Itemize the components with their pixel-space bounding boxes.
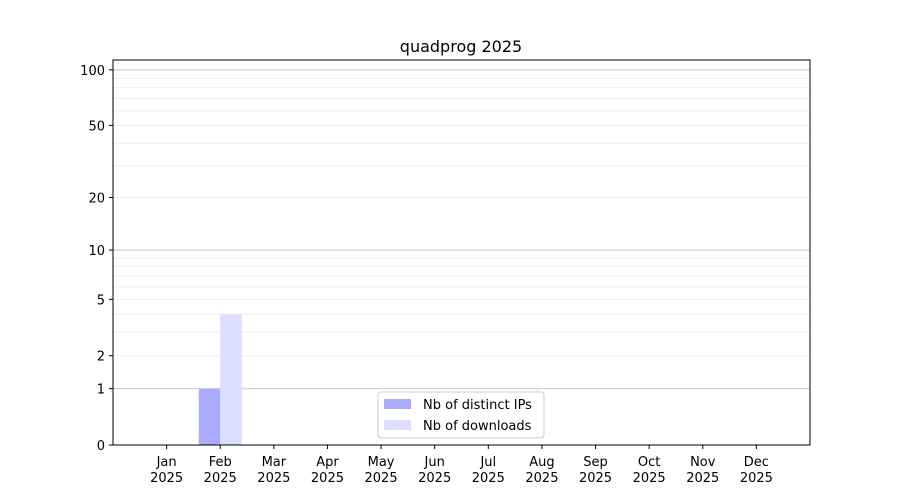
x-tick-label: Sep 2025	[579, 455, 612, 486]
x-tick-label: Feb 2025	[204, 455, 237, 486]
y-tick-label: 50	[88, 119, 105, 134]
y-axis: 0 1 2 5 10 20 50 100	[80, 64, 113, 454]
x-tick-label: Dec 2025	[740, 455, 773, 486]
x-tick-label: May 2025	[365, 455, 398, 486]
gridlines	[113, 69, 810, 390]
x-tick-label: Jan 2025	[150, 455, 183, 486]
bar-downloads	[220, 314, 242, 445]
y-tick-label: 2	[97, 350, 105, 365]
x-tick-label: Nov 2025	[686, 455, 719, 486]
legend-label: Nb of distinct IPs	[423, 398, 532, 413]
x-tick-label: Apr 2025	[311, 455, 344, 486]
y-tick-label: 5	[97, 293, 105, 308]
y-tick-label: 0	[97, 439, 105, 454]
legend-label: Nb of downloads	[423, 419, 532, 434]
chart-title: quadprog 2025	[400, 37, 522, 56]
y-tick-label: 20	[88, 192, 105, 207]
x-tick-label: Aug 2025	[525, 455, 558, 486]
x-tick-label: Jun 2025	[418, 455, 451, 486]
y-tick-label: 10	[88, 244, 105, 259]
legend-swatch	[384, 399, 411, 409]
plot-frame	[112, 59, 811, 446]
x-axis: Jan 2025 Feb 2025 Mar 2025 Apr 2025 May 2025 Jun 20…	[150, 445, 773, 486]
x-tick-label: Mar 2025	[257, 455, 290, 486]
bar-distinct-ips	[198, 388, 221, 445]
x-tick-label: Oct 2025	[633, 455, 666, 486]
legend: Nb of distinct IPs Nb of downloads	[377, 391, 545, 439]
y-tick-label: 1	[97, 383, 105, 398]
legend-swatch	[384, 420, 411, 430]
bars	[198, 314, 242, 445]
x-tick-label: Jul 2025	[472, 455, 505, 486]
y-tick-label: 100	[80, 64, 105, 79]
legend-box	[377, 391, 545, 439]
